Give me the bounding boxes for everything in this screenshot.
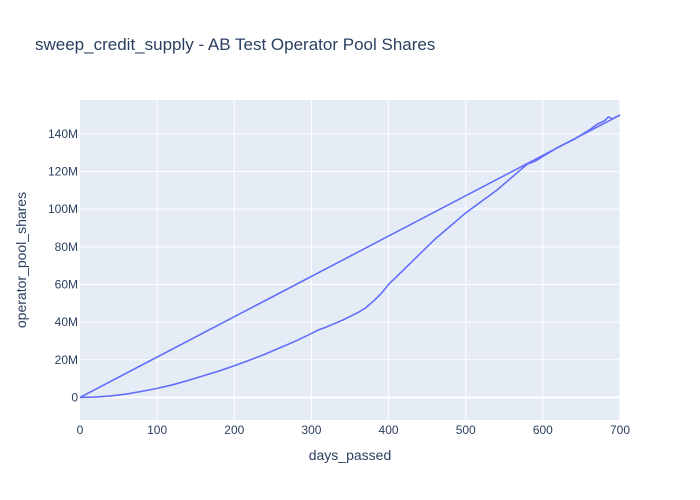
data-lines xyxy=(79,114,621,399)
y-tick-label: 120M xyxy=(48,165,78,179)
grid xyxy=(80,100,621,420)
series-line-1 xyxy=(79,114,621,399)
y-tick-label: 100M xyxy=(48,202,78,216)
x-tick-label: 400 xyxy=(379,423,399,437)
y-axis-label: operator_pool_shares xyxy=(13,192,29,328)
x-tick-label: 300 xyxy=(301,423,321,437)
y-tick-label: 60M xyxy=(55,277,78,291)
y-tick-label: 80M xyxy=(55,240,78,254)
x-tick-label: 700 xyxy=(610,423,630,437)
plot-area xyxy=(80,100,620,420)
x-tick-label: 0 xyxy=(77,423,84,437)
x-tick-label: 600 xyxy=(533,423,553,437)
x-axis-label: days_passed xyxy=(309,447,392,463)
y-tick-label: 0 xyxy=(71,390,78,404)
series-line-2 xyxy=(79,114,621,399)
x-axis-ticks: 0 100 200 300 400 500 600 700 xyxy=(77,423,631,437)
x-tick-label: 100 xyxy=(147,423,167,437)
y-tick-label: 140M xyxy=(48,127,78,141)
x-tick-label: 200 xyxy=(224,423,244,437)
y-tick-label: 20M xyxy=(55,353,78,367)
chart-title: sweep_credit_supply - AB Test Operator P… xyxy=(35,35,435,54)
y-tick-label: 40M xyxy=(55,315,78,329)
y-axis-ticks: 0 20M 40M 60M 80M 100M 120M 140M xyxy=(48,127,78,405)
x-tick-label: 500 xyxy=(456,423,476,437)
